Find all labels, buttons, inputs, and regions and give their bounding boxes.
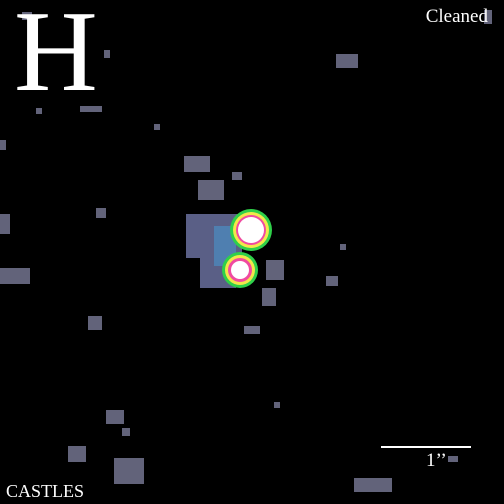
processing-mode-label: Cleaned [425, 6, 488, 27]
noise-speckle [184, 156, 210, 172]
quasar-b-core [231, 261, 249, 279]
noise-speckle [36, 108, 42, 114]
noise-speckle [198, 180, 224, 200]
noise-speckle [262, 288, 276, 306]
noise-speckle [354, 478, 392, 492]
noise-speckle [448, 456, 458, 462]
noise-speckle [122, 428, 130, 436]
scale-bar-label: 1’’ [426, 450, 447, 471]
noise-speckle [80, 106, 102, 112]
filter-band-label: H [14, 0, 98, 116]
noise-speckle [68, 446, 86, 462]
noise-speckle [88, 316, 102, 330]
noise-speckle [106, 410, 124, 424]
noise-speckle [244, 326, 260, 334]
survey-credit-label: CASTLES [6, 481, 85, 501]
noise-speckle [0, 268, 30, 284]
noise-speckle [232, 172, 242, 180]
noise-speckle [326, 276, 338, 286]
noise-speckle [96, 208, 106, 218]
scale-bar [381, 446, 471, 448]
noise-speckle [274, 402, 280, 408]
quasar-image-b [222, 252, 258, 288]
noise-speckle [0, 214, 10, 234]
quasar-a-core [238, 217, 264, 243]
noise-speckle [0, 140, 6, 150]
noise-speckle [154, 124, 160, 130]
noise-speckle [266, 260, 284, 280]
noise-speckle [484, 10, 492, 24]
noise-speckle [104, 50, 110, 58]
noise-speckle [340, 244, 346, 250]
noise-speckle [336, 54, 358, 68]
quasar-image-a [230, 209, 272, 251]
noise-speckle [114, 458, 144, 484]
noise-speckles [0, 10, 492, 492]
noise-speckle [22, 12, 32, 20]
